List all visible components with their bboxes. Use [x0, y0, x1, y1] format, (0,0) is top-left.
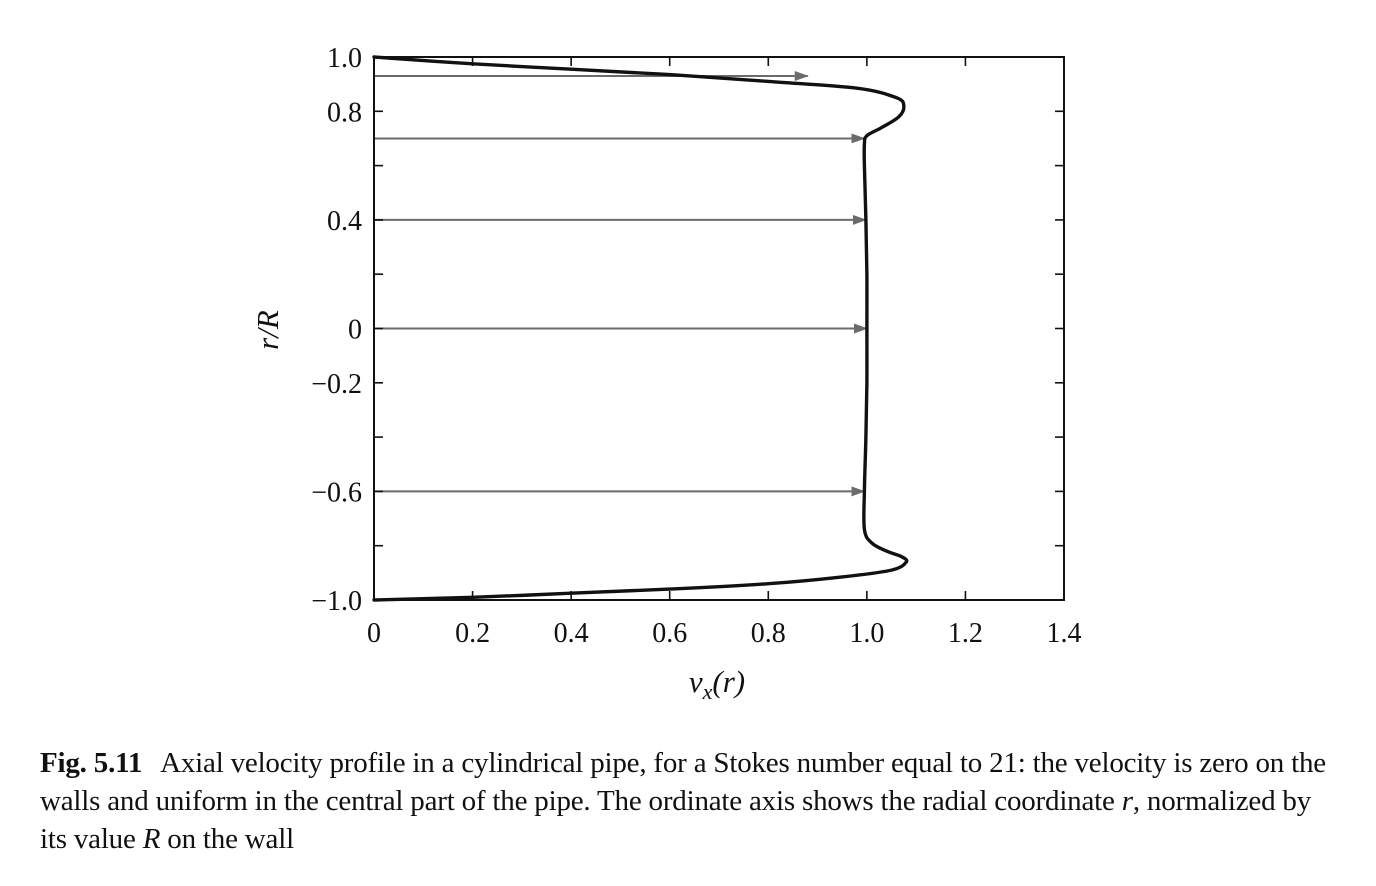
x-tick-label-0: 0: [367, 618, 381, 649]
velocity-profile-chart: 0 0.2 0.4 0.6 0.8 1.0 1.2 1.4 1.0 0.8 0.4 0 −0.2 −0.…: [250, 43, 1082, 704]
y-tick-label-0p4: 0.4: [327, 206, 362, 237]
y-tick-labels: 1.0 0.8 0.4 0 −0.2 −0.6 −1.0: [311, 43, 362, 617]
y-tick-label-0: 0: [348, 315, 362, 346]
y-tick-label-0p8: 0.8: [327, 97, 362, 128]
y-tick-label-m0p6: −0.6: [311, 477, 362, 508]
caption-text-3: on the wall: [160, 823, 294, 855]
x-tick-label-1p4: 1.4: [1047, 618, 1082, 649]
x-axis-label-var: v: [689, 664, 703, 699]
velocity-arrows: [374, 71, 868, 497]
x-tick-label-0p4: 0.4: [554, 618, 589, 649]
caption-R-symbol: R: [142, 823, 161, 855]
x-axis-label-subscript: x: [702, 679, 713, 704]
figure-number: Fig. 5.11: [40, 747, 143, 779]
velocity-profile-curve-0: [372, 55, 909, 602]
x-axis-label-arg: (r): [712, 664, 745, 699]
y-tick-label-1: 1.0: [327, 43, 362, 74]
plot-frame: [373, 56, 1065, 601]
x-axis-label: vx(r): [689, 664, 745, 704]
x-tick-label-1p2: 1.2: [948, 618, 983, 649]
x-tick-label-0p8: 0.8: [751, 618, 786, 649]
x-tick-label-0p2: 0.2: [455, 618, 490, 649]
y-tick-label-m1: −1.0: [311, 586, 362, 617]
caption-text-1: Axial velocity profile in a cylindrical …: [40, 747, 1326, 817]
caption-text-2: , normalized by its value: [40, 785, 1312, 855]
velocity-curve-layer: [372, 55, 909, 602]
y-tick-label-m0p2: −0.2: [311, 369, 362, 400]
x-tick-labels: 0 0.2 0.4 0.6 0.8 1.0 1.2 1.4: [367, 618, 1082, 649]
y-axis-label: r/R: [250, 310, 285, 350]
figure-caption: Fig. 5.11 Axial velocity profile in a cyl…: [40, 744, 1340, 858]
x-tick-label-1: 1.0: [849, 618, 884, 649]
caption-r-symbol: r: [1121, 785, 1133, 817]
x-tick-label-0p6: 0.6: [652, 618, 687, 649]
